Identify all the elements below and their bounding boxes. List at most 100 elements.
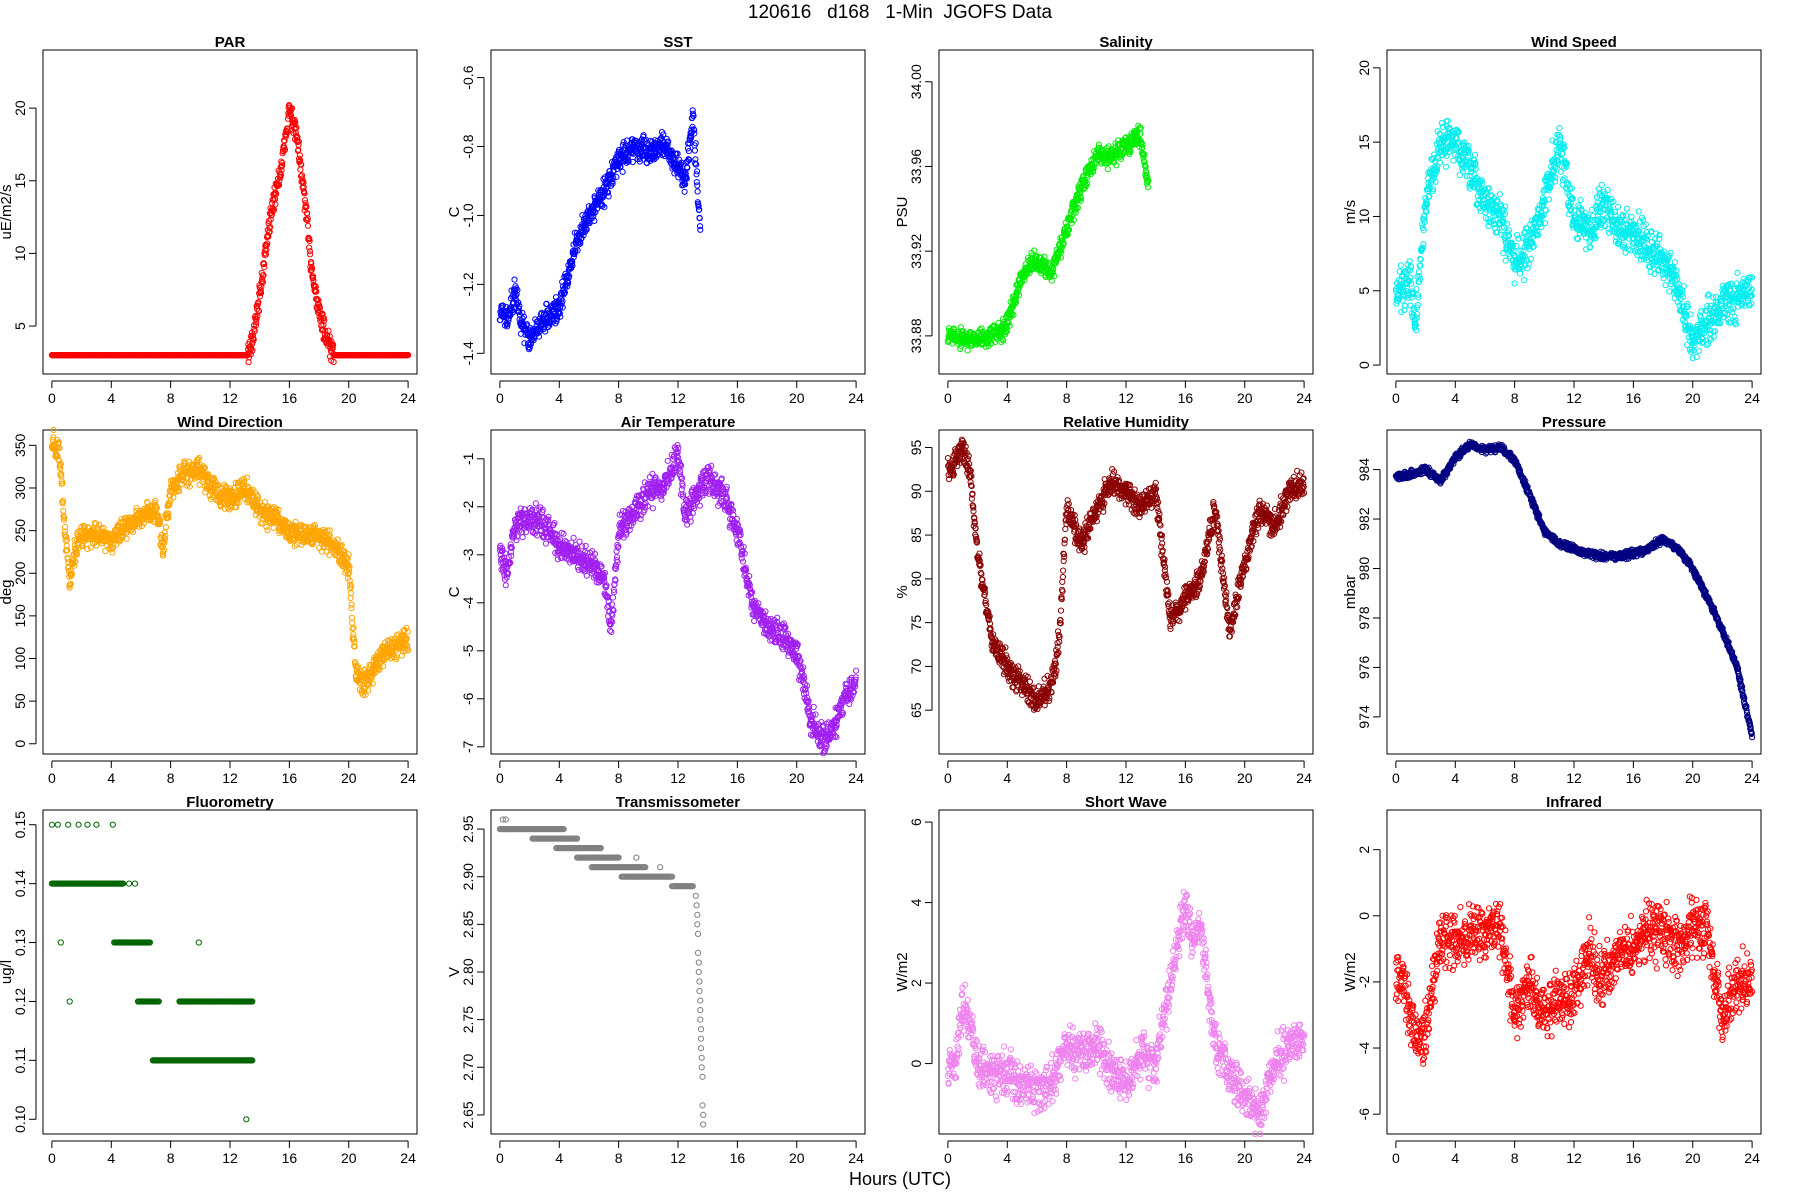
y-tick-label-salinity: 33.92 xyxy=(908,233,924,268)
data-point-par xyxy=(266,224,273,231)
data-point-wind-speed xyxy=(1397,262,1404,269)
x-tick-label-sst: 20 xyxy=(789,390,805,406)
x-tick-label-salinity: 0 xyxy=(944,390,952,406)
x-tick-label-par: 0 xyxy=(48,390,56,406)
data-point-par xyxy=(259,279,266,286)
y-tick-label-wind-direction: 150 xyxy=(12,604,28,628)
x-axis-sst: 0 4 8 12 16 20 24 xyxy=(496,380,864,406)
series-par xyxy=(48,102,412,366)
data-point-par xyxy=(255,308,262,315)
x-axis-wind-speed: 0 4 8 12 16 20 24 xyxy=(1392,380,1760,406)
data-point-wind-speed xyxy=(1413,285,1420,292)
x-tick-label-sst: 0 xyxy=(496,390,504,406)
data-point-wind-speed xyxy=(1623,205,1631,212)
data-point-par xyxy=(264,240,271,247)
data-point-wind-speed xyxy=(1437,159,1444,166)
data-point-wind-speed xyxy=(1614,203,1622,210)
x-tick-label-sst: 4 xyxy=(555,390,563,406)
plot-frame-par xyxy=(42,49,418,375)
data-point-wind-speed xyxy=(1502,257,1509,264)
data-point-wind-speed xyxy=(1504,220,1511,227)
data-point-sst xyxy=(694,182,701,189)
data-point-sst xyxy=(694,188,701,195)
y-tick-label-par: 5 xyxy=(12,322,28,330)
data-point-par xyxy=(306,244,313,251)
data-point-wind-direction xyxy=(162,524,170,531)
x-tick-label-wind-direction: 20 xyxy=(341,770,357,786)
y-tick-label-par: 15 xyxy=(12,173,28,189)
series-wind-speed xyxy=(1392,117,1756,362)
x-tick-label-wind-direction: 24 xyxy=(400,770,416,786)
y-tick-label-salinity: 33.96 xyxy=(908,149,924,184)
data-point-par xyxy=(276,177,283,184)
x-tick-label-sst: 8 xyxy=(615,390,623,406)
data-point-wind-direction xyxy=(60,507,67,514)
data-point-wind-speed xyxy=(1521,276,1528,284)
data-point-sst xyxy=(691,147,699,154)
x-tick-label-salinity: 4 xyxy=(1003,390,1011,406)
data-point-par xyxy=(279,159,286,167)
data-point-wind-speed xyxy=(1556,125,1563,132)
y-tick-label-wind-direction: 100 xyxy=(12,647,28,671)
y-tick-label-wind-direction: 0 xyxy=(12,740,28,748)
x-tick-label-wind-direction: 12 xyxy=(222,770,238,786)
x-axis-par: 0 4 8 12 16 20 24 xyxy=(48,380,416,406)
y-tick-label-wind-direction: 50 xyxy=(12,693,28,709)
series-sst xyxy=(496,107,704,353)
data-point-par xyxy=(268,211,275,218)
panel-title-par: PAR xyxy=(215,34,246,51)
data-point-par xyxy=(247,351,254,358)
x-tick-label-par: 4 xyxy=(107,390,115,406)
data-point-wind-speed xyxy=(1471,151,1479,158)
series-wind-direction xyxy=(48,426,412,699)
x-tick-label-salinity: 24 xyxy=(1296,390,1312,406)
data-point-par xyxy=(283,131,290,138)
x-tick-label-wind-speed: 4 xyxy=(1451,390,1459,406)
y-tick-label-sst: -1.4 xyxy=(460,341,476,365)
data-point-par xyxy=(307,251,314,258)
x-tick-label-wind-direction: 4 xyxy=(107,770,115,786)
data-point-sst xyxy=(619,168,626,175)
data-point-wind-speed xyxy=(1577,196,1584,203)
y-tick-label-sst: -0.8 xyxy=(460,134,476,158)
data-point-wind-speed xyxy=(1671,259,1679,266)
data-point-par xyxy=(273,190,280,198)
data-point-wind-speed xyxy=(1496,191,1503,198)
x-tick-label-wind-direction: 0 xyxy=(48,770,56,786)
data-point-sst xyxy=(511,276,518,283)
x-tick-label-par: 8 xyxy=(167,390,175,406)
x-tick-label-salinity: 20 xyxy=(1237,390,1253,406)
data-point-par xyxy=(279,162,286,169)
data-point-wind-speed xyxy=(1635,208,1642,215)
data-point-par xyxy=(270,207,277,215)
y-axis-label-sst: C xyxy=(446,206,463,217)
x-tick-label-wind-speed: 8 xyxy=(1511,390,1519,406)
data-point-wind-direction xyxy=(196,481,203,488)
y-tick-label-par: 10 xyxy=(12,245,28,261)
data-point-par xyxy=(251,328,258,335)
y-axis-label-par: uE/m2/s xyxy=(0,184,15,239)
data-point-wind-speed xyxy=(1622,249,1629,256)
y-tick-label-wind-direction: 300 xyxy=(12,476,28,500)
y-axis-label-salinity: PSU xyxy=(894,197,911,228)
x-tick-label-sst: 24 xyxy=(848,390,864,406)
y-axis-sst: -1.4-1.2-1.0-0.8-0.6 xyxy=(460,65,485,365)
plot-frame-wind-direction xyxy=(42,429,418,755)
x-tick-label-wind-speed: 24 xyxy=(1744,390,1760,406)
data-point-wind-speed xyxy=(1628,213,1635,220)
x-tick-label-salinity: 8 xyxy=(1063,390,1071,406)
x-tick-label-par: 20 xyxy=(341,390,357,406)
data-point-par xyxy=(257,287,264,294)
data-point-par xyxy=(265,217,272,225)
data-point-wind-direction xyxy=(123,535,130,542)
x-tick-label-salinity: 16 xyxy=(1178,390,1194,406)
y-axis-label-wind-direction: deg xyxy=(0,579,15,604)
